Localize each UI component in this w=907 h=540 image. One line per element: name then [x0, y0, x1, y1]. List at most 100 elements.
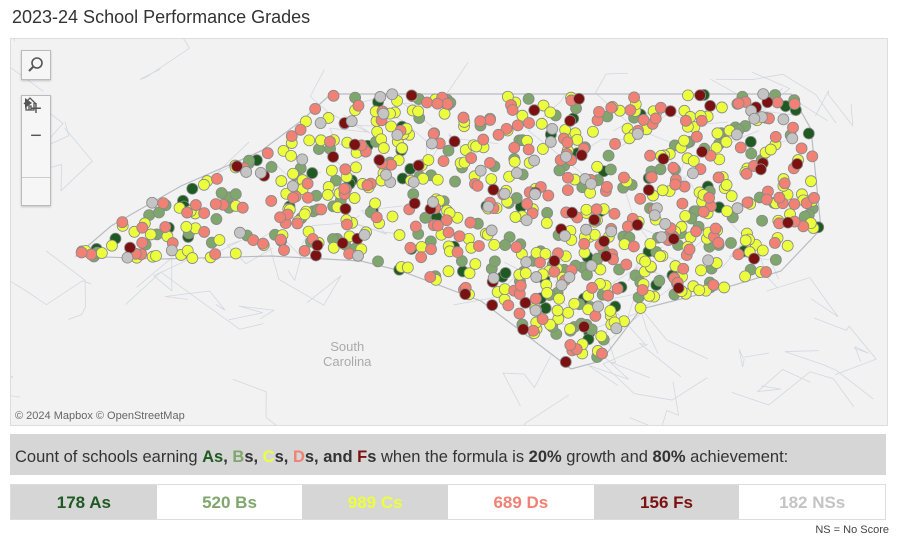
school-dot-ns[interactable] [146, 196, 159, 209]
school-dot-d[interactable] [769, 236, 781, 249]
school-dot-ns[interactable] [352, 249, 364, 262]
school-dot-c[interactable] [377, 142, 390, 154]
school-dot-c[interactable] [229, 247, 242, 260]
school-dot-d[interactable] [453, 230, 466, 243]
school-dot-d[interactable] [451, 246, 464, 259]
school-dot-d[interactable] [136, 236, 149, 249]
school-dot-d[interactable] [287, 191, 299, 204]
school-dot-d[interactable] [788, 98, 801, 110]
school-dot-ns[interactable] [358, 228, 371, 241]
school-dot-d[interactable] [667, 161, 680, 174]
school-dot-c[interactable] [106, 239, 118, 252]
school-dot-c[interactable] [739, 270, 751, 283]
school-dot-b[interactable] [442, 144, 455, 157]
school-dot-f[interactable] [486, 299, 499, 312]
school-dot-d[interactable] [536, 313, 549, 326]
school-dot-d[interactable] [298, 244, 311, 257]
school-dot-ns[interactable] [510, 167, 523, 179]
school-dot-ns[interactable] [659, 218, 672, 230]
school-dot-d[interactable] [236, 201, 249, 214]
school-dot-d[interactable] [601, 180, 613, 193]
school-dot-b[interactable] [769, 253, 782, 266]
map-canvas[interactable] [11, 39, 887, 425]
school-dot-d[interactable] [564, 339, 577, 351]
school-dot-ns[interactable] [655, 231, 668, 244]
school-dot-f[interactable] [748, 252, 761, 265]
school-dot-c[interactable] [95, 247, 108, 259]
school-dot-c[interactable] [580, 203, 593, 216]
school-dot-f[interactable] [519, 296, 532, 309]
school-dot-d[interactable] [159, 221, 172, 233]
school-dot-b[interactable] [489, 255, 501, 268]
school-dot-d[interactable] [274, 233, 287, 246]
school-dot-d[interactable] [464, 216, 477, 229]
school-dot-b[interactable] [654, 163, 667, 176]
school-dot-c[interactable] [656, 184, 669, 197]
school-dot-f[interactable] [694, 89, 706, 102]
school-dot-c[interactable] [213, 234, 226, 246]
school-dot-d[interactable] [649, 112, 662, 125]
school-dot-d[interactable] [707, 279, 720, 291]
school-dot-d[interactable] [157, 197, 170, 210]
school-dot-f[interactable] [566, 206, 578, 219]
school-dot-ns[interactable] [777, 113, 790, 126]
school-dot-a[interactable] [744, 135, 757, 148]
school-dot-b[interactable] [756, 214, 768, 227]
school-dot-c[interactable] [186, 252, 199, 264]
school-dot-d[interactable] [561, 184, 574, 197]
school-dot-d[interactable] [732, 248, 745, 261]
school-dot-f[interactable] [327, 150, 340, 163]
zoom-out-button[interactable]: − [30, 125, 42, 147]
school-dot-d[interactable] [265, 195, 278, 207]
school-dot-c[interactable] [756, 244, 769, 257]
school-dot-c[interactable] [553, 292, 565, 305]
school-dot-d[interactable] [437, 155, 450, 168]
school-dot-d[interactable] [778, 177, 791, 190]
school-dot-c[interactable] [396, 142, 408, 155]
school-dot-ns[interactable] [391, 129, 404, 141]
school-dot-d[interactable] [291, 217, 304, 230]
school-dot-d[interactable] [618, 171, 630, 184]
school-dot-d[interactable] [627, 240, 640, 253]
school-dot-b[interactable] [725, 237, 737, 249]
school-dot-f[interactable] [704, 99, 717, 112]
school-dot-d[interactable] [611, 282, 624, 295]
school-dot-f[interactable] [559, 356, 572, 368]
school-dot-d[interactable] [338, 182, 351, 195]
school-dot-d[interactable] [773, 191, 786, 204]
school-dot-d[interactable] [596, 347, 608, 360]
school-dot-c[interactable] [715, 101, 728, 114]
school-dot-d[interactable] [352, 99, 365, 112]
school-dot-ns[interactable] [529, 188, 541, 201]
school-dot-c[interactable] [711, 127, 724, 140]
school-dot-d[interactable] [409, 220, 422, 233]
school-dot-d[interactable] [529, 292, 542, 305]
school-dot-a[interactable] [499, 267, 512, 279]
school-dot-f[interactable] [754, 163, 767, 176]
school-dot-f[interactable] [412, 159, 425, 172]
school-dot-d[interactable] [75, 246, 88, 259]
school-dot-ns[interactable] [730, 128, 743, 141]
school-dot-c[interactable] [303, 134, 316, 147]
school-dot-d[interactable] [669, 178, 682, 191]
school-dot-b[interactable] [653, 274, 666, 287]
school-dot-d[interactable] [477, 133, 490, 146]
school-dot-c[interactable] [541, 286, 554, 299]
school-dot-d[interactable] [442, 226, 455, 239]
school-dot-ns[interactable] [786, 132, 799, 145]
school-dot-c[interactable] [509, 211, 522, 223]
school-dot-c[interactable] [325, 164, 338, 177]
school-dot-d[interactable] [324, 135, 336, 148]
school-dot-c[interactable] [679, 210, 692, 222]
school-dot-c[interactable] [285, 149, 297, 162]
school-dot-d[interactable] [561, 136, 574, 149]
school-dot-c[interactable] [720, 179, 733, 191]
school-dot-c[interactable] [300, 115, 312, 128]
school-dot-ns[interactable] [426, 137, 438, 150]
school-dot-c[interactable] [805, 175, 817, 188]
school-dot-d[interactable] [788, 198, 801, 211]
school-dot-ns[interactable] [380, 168, 392, 181]
school-dot-c[interactable] [442, 265, 455, 278]
school-dot-ns[interactable] [560, 150, 572, 163]
school-dot-c[interactable] [393, 229, 406, 241]
